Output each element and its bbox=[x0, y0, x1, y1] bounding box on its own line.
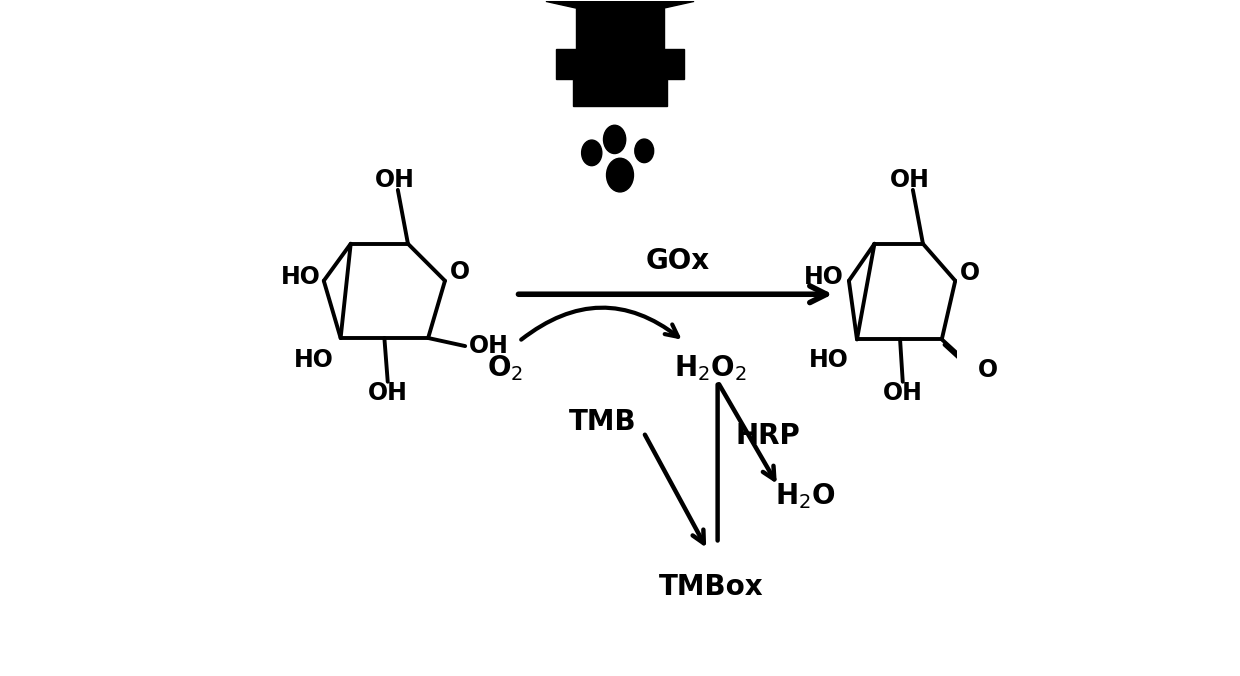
Ellipse shape bbox=[604, 125, 626, 153]
Text: TMB: TMB bbox=[569, 408, 637, 436]
Text: HO: HO bbox=[808, 347, 849, 372]
Text: O: O bbox=[450, 260, 470, 284]
FancyArrowPatch shape bbox=[521, 308, 678, 339]
Ellipse shape bbox=[606, 158, 634, 192]
Text: O: O bbox=[960, 261, 980, 285]
Text: H$_2$O: H$_2$O bbox=[775, 481, 836, 511]
Text: HO: HO bbox=[294, 347, 334, 372]
FancyArrowPatch shape bbox=[645, 435, 704, 544]
Text: OH: OH bbox=[374, 168, 414, 192]
Text: GOx: GOx bbox=[645, 247, 709, 274]
FancyArrowPatch shape bbox=[719, 384, 774, 479]
Text: H$_2$O$_2$: H$_2$O$_2$ bbox=[675, 354, 748, 383]
Text: OH: OH bbox=[883, 381, 923, 405]
Polygon shape bbox=[546, 1, 694, 8]
Ellipse shape bbox=[635, 139, 653, 163]
Text: OH: OH bbox=[469, 334, 508, 358]
Polygon shape bbox=[556, 8, 684, 105]
Text: OH: OH bbox=[368, 381, 408, 405]
Text: O$_2$: O$_2$ bbox=[487, 354, 523, 383]
Text: HO: HO bbox=[805, 266, 844, 289]
Text: HRP: HRP bbox=[735, 422, 801, 450]
Text: HO: HO bbox=[280, 266, 320, 289]
Text: OH: OH bbox=[889, 168, 930, 192]
Text: O: O bbox=[978, 358, 998, 383]
Ellipse shape bbox=[582, 140, 601, 166]
Text: TMBox: TMBox bbox=[658, 573, 763, 601]
